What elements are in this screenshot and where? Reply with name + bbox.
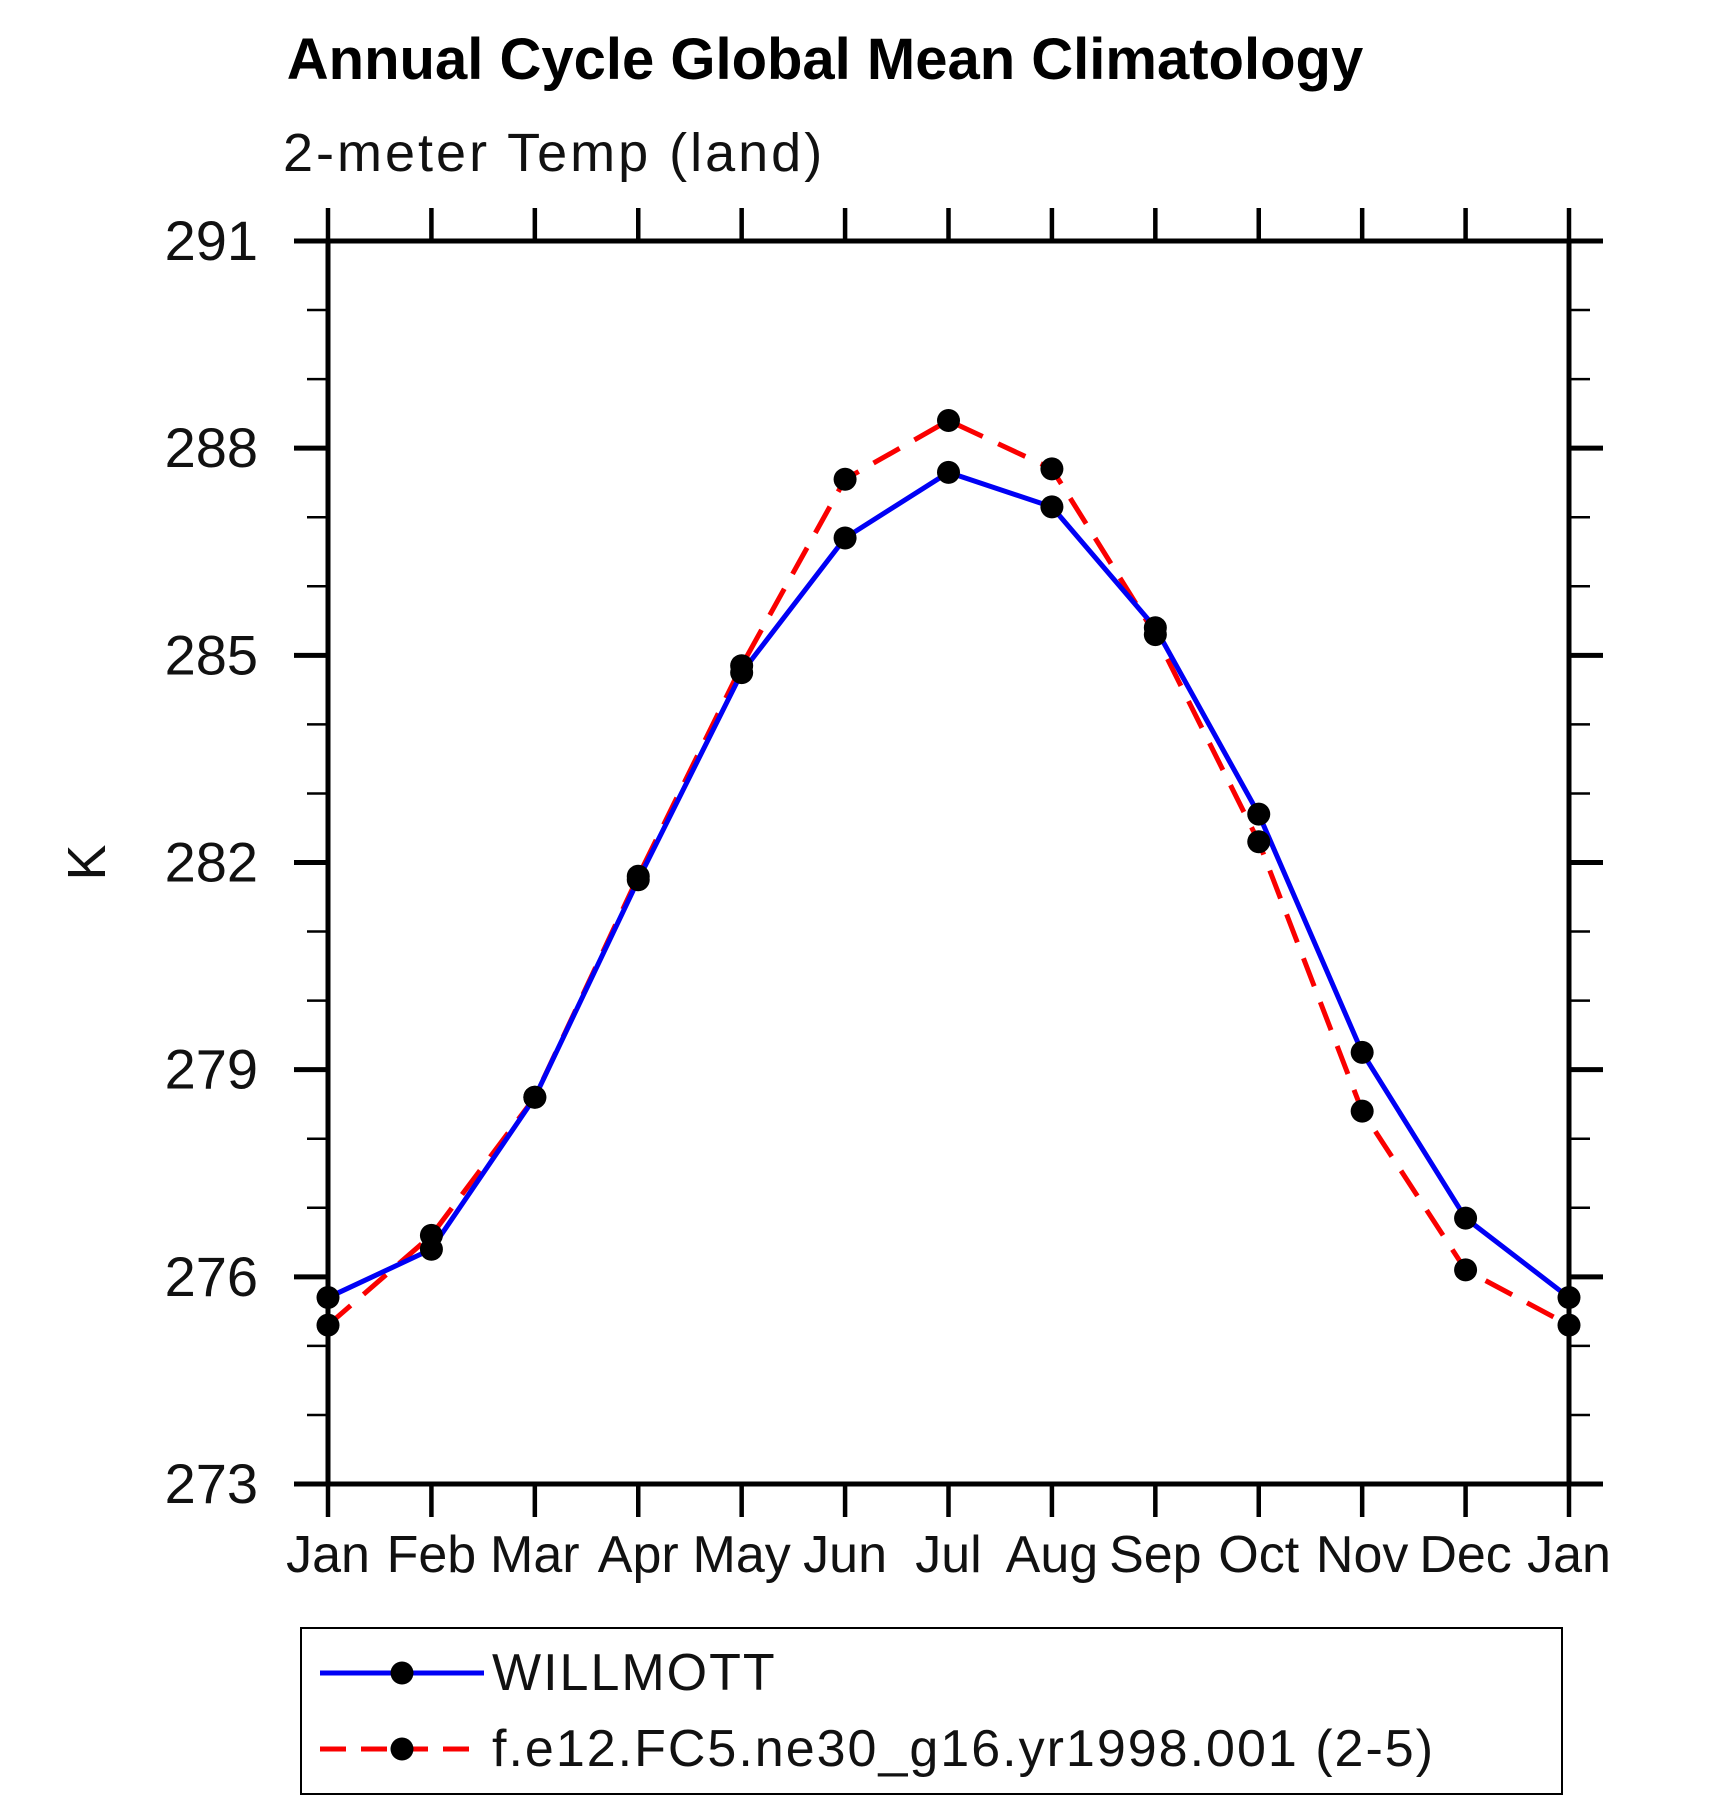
data-point-marker [833, 526, 857, 550]
y-tick-label: 285 [165, 623, 258, 686]
x-tick-label: Jun [803, 1526, 887, 1584]
chart-subtitle: 2-meter Temp (land) [283, 123, 826, 183]
data-point-marker [1557, 1286, 1581, 1310]
y-tick-label: 291 [165, 209, 258, 272]
y-tick-label: 288 [165, 416, 258, 479]
y-axis-title: K [57, 844, 117, 880]
x-tick-label: Jul [915, 1526, 981, 1584]
legend-line-sample-dashed [320, 1737, 484, 1761]
x-tick-label: Feb [387, 1526, 477, 1584]
data-point-marker [1454, 1206, 1478, 1230]
y-tick-label: 282 [165, 831, 258, 894]
chart-title: Annual Cycle Global Mean Climatology [286, 27, 1364, 92]
x-tick-label: May [693, 1526, 791, 1584]
data-point-marker [1143, 623, 1167, 647]
x-tick-label: Nov [1316, 1526, 1408, 1584]
data-point-marker [937, 460, 960, 484]
x-tick-label: Oct [1218, 1526, 1299, 1584]
data-point-marker [937, 409, 960, 433]
legend-item-model: f.e12.FC5.ne30_g16.yr1998.001 (2-5) [318, 1718, 1561, 1780]
x-tick-label: Dec [1419, 1526, 1511, 1584]
series-line-solid [326, 469, 1571, 1300]
data-point-marker [1247, 802, 1271, 826]
series-line-dashed [326, 417, 1571, 1328]
legend-sample-marker [390, 1661, 414, 1685]
data-point-marker [316, 1313, 340, 1337]
x-tick-label: Jan [1527, 1526, 1611, 1584]
data-point-marker [1557, 1313, 1581, 1337]
legend-sample-marker [390, 1737, 414, 1761]
y-tick-label: 279 [165, 1038, 258, 1101]
data-point-marker [626, 864, 650, 888]
legend-label-willmott: WILLMOTT [492, 1644, 777, 1703]
data-point-marker [1350, 1099, 1374, 1123]
y-tick-label: 276 [165, 1245, 258, 1308]
legend-box: WILLMOTT f.e12.FC5.ne30_g16.yr1998.001 (… [300, 1627, 1563, 1795]
x-tick-label: Mar [490, 1526, 580, 1584]
data-point-marker [730, 654, 754, 678]
data-point-marker [316, 1286, 340, 1310]
data-point-marker [833, 467, 857, 491]
legend-item-willmott: WILLMOTT [318, 1642, 1561, 1704]
x-tick-label: Aug [1006, 1526, 1099, 1584]
legend-label-model: f.e12.FC5.ne30_g16.yr1998.001 (2-5) [492, 1719, 1436, 1778]
y-tick-label: 273 [165, 1452, 258, 1515]
data-point-marker [1454, 1258, 1478, 1282]
data-point-marker [1247, 830, 1271, 854]
legend-line-sample-solid [320, 1661, 484, 1685]
x-tick-label: Jan [286, 1526, 370, 1584]
data-point-marker [523, 1085, 547, 1109]
x-tick-label: Apr [598, 1526, 679, 1584]
data-point-marker [1040, 457, 1064, 481]
data-point-marker [1350, 1040, 1374, 1064]
data-point-marker [1040, 495, 1064, 519]
x-tick-label: Sep [1109, 1526, 1202, 1584]
data-point-marker [419, 1223, 443, 1247]
